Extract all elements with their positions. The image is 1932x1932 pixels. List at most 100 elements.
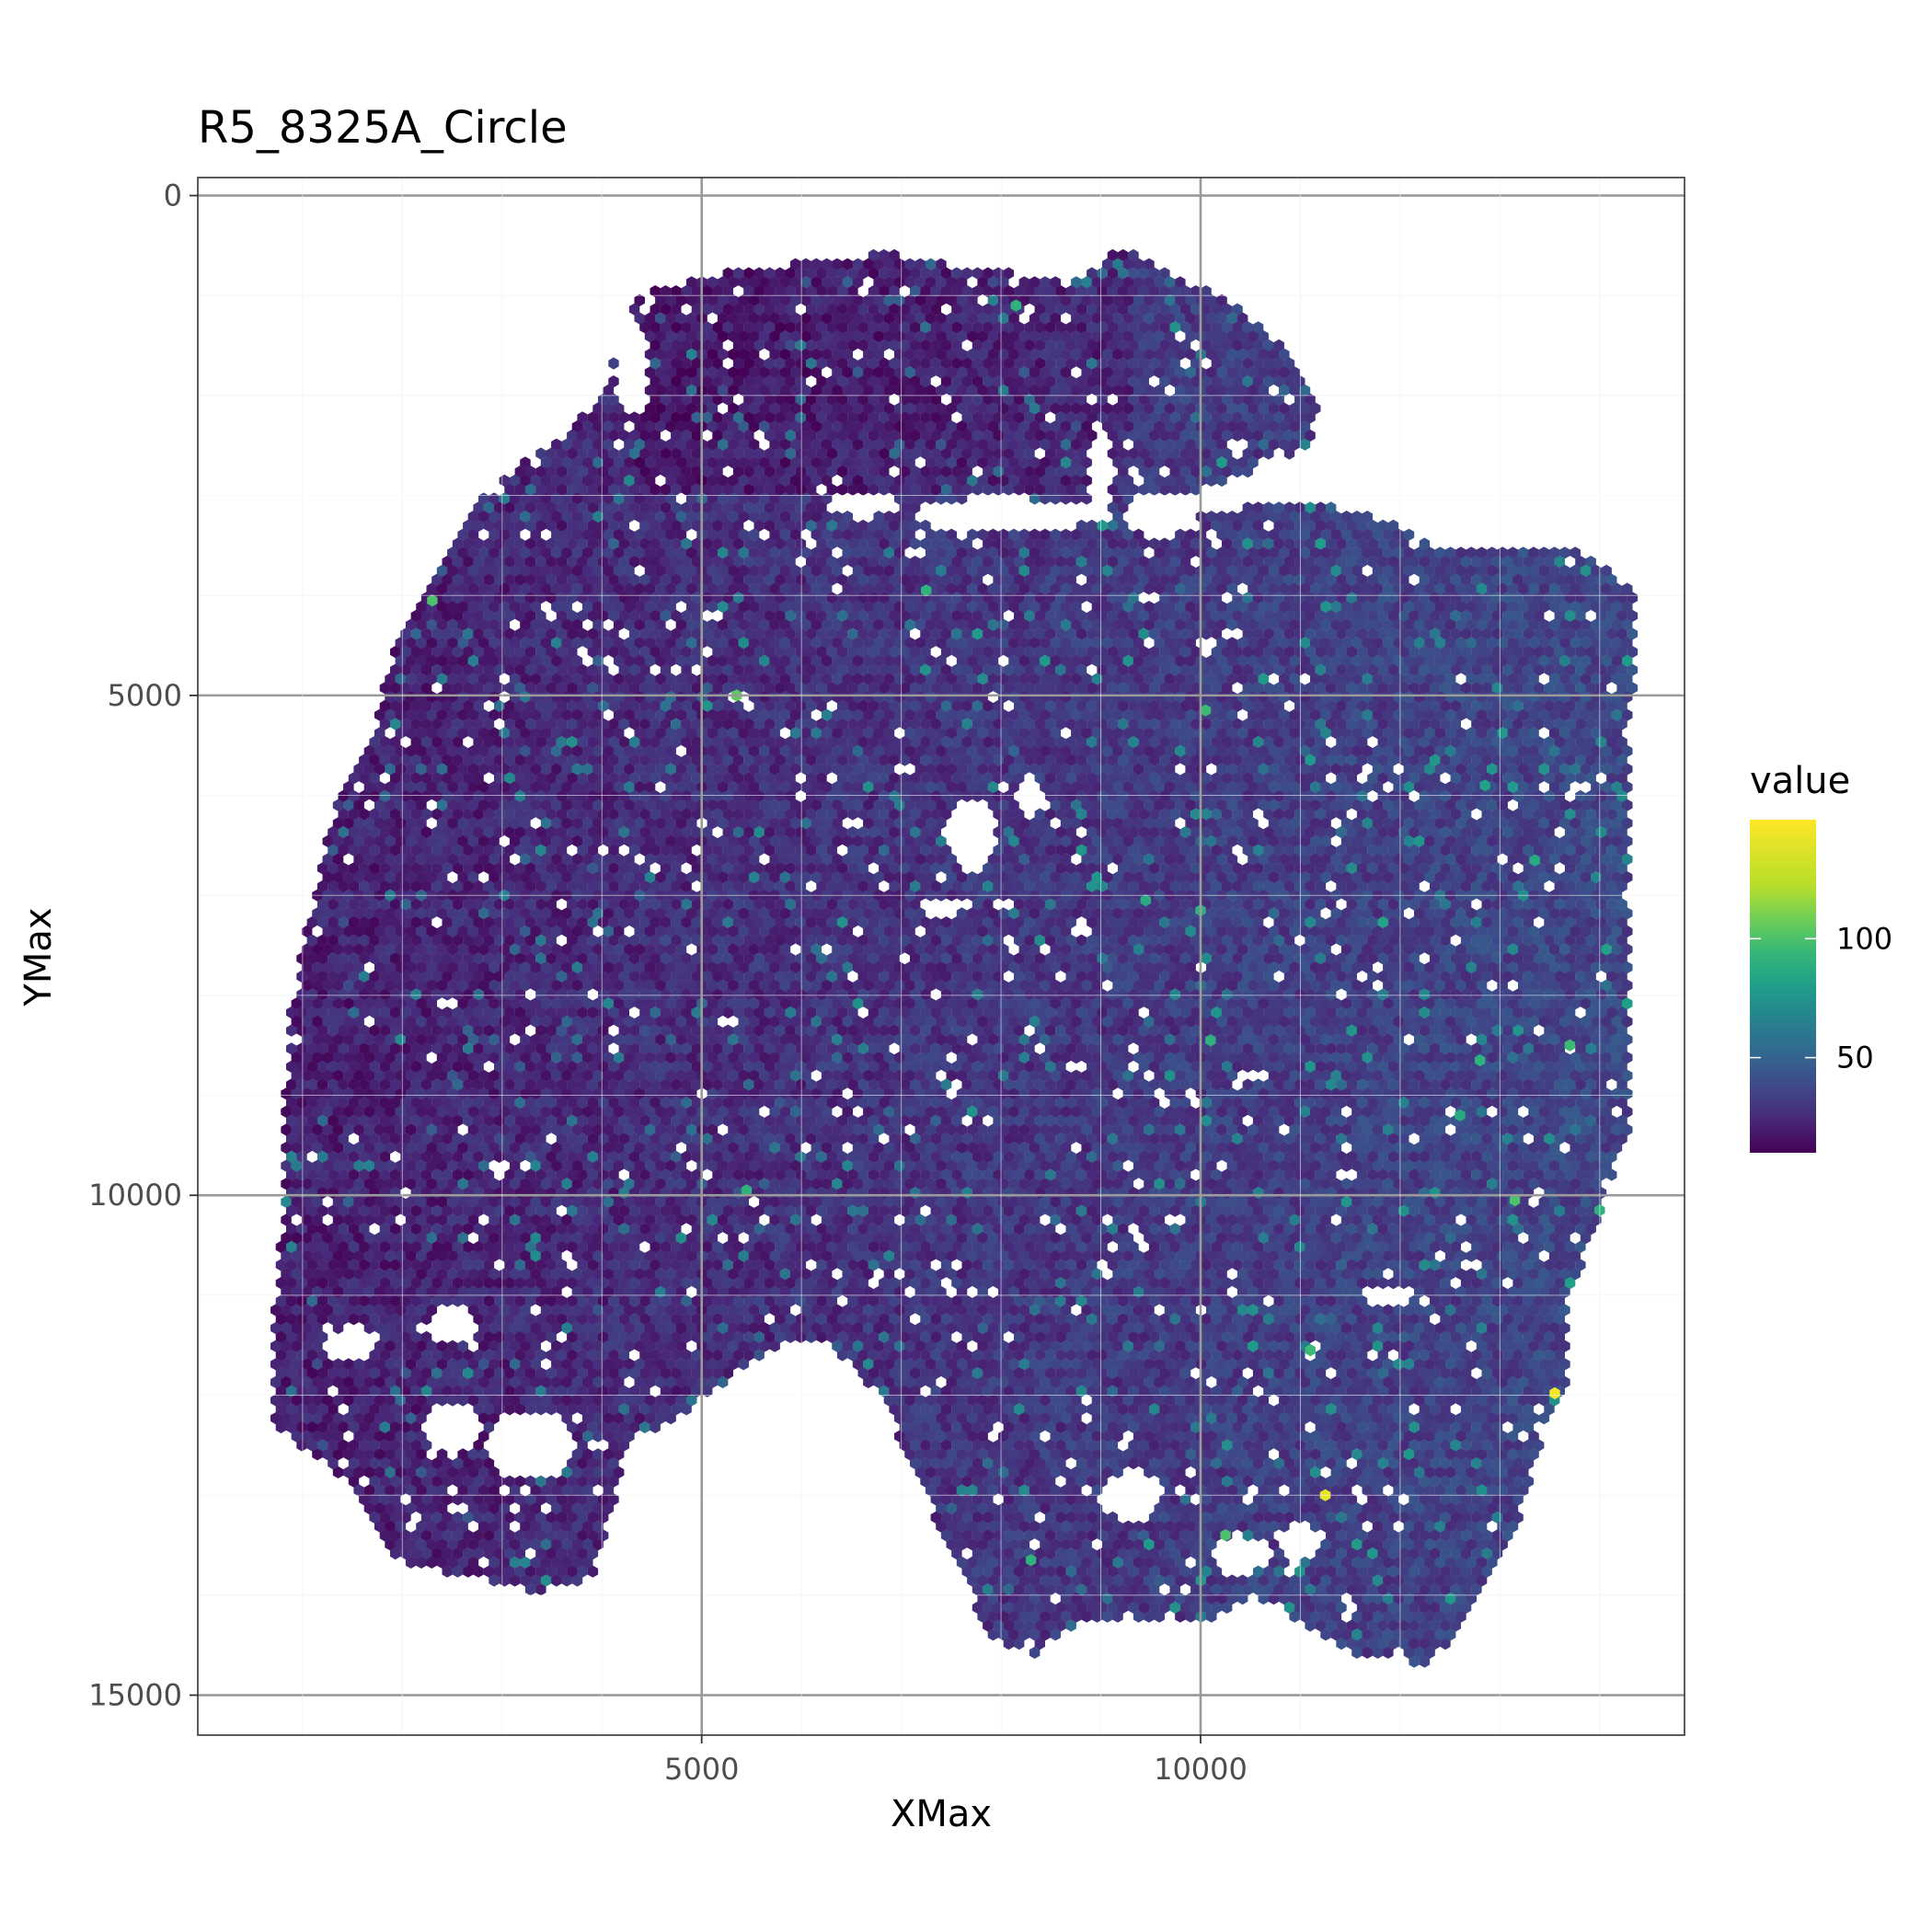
hex-cell	[1071, 330, 1082, 343]
hex-cell	[1040, 276, 1051, 289]
hex-cell	[961, 267, 972, 280]
hex-cell	[722, 321, 733, 334]
hex-cell	[665, 330, 676, 343]
hex-cell	[769, 293, 780, 306]
hex-cell	[1112, 293, 1123, 306]
hex-cell	[1075, 285, 1087, 298]
hex-cell	[691, 303, 703, 316]
hex-cell	[671, 357, 682, 370]
hex-cell	[1091, 312, 1103, 325]
hex-cell	[930, 303, 941, 316]
hex-cell	[1154, 330, 1165, 343]
hex-cell	[707, 276, 719, 289]
hex-cell	[863, 348, 874, 361]
hex-cell	[1075, 303, 1087, 316]
hex-cell	[675, 312, 687, 325]
hex-cell	[1071, 312, 1082, 325]
hex-cell	[1107, 285, 1119, 298]
hex-cell	[1107, 248, 1119, 261]
hex-cell	[800, 312, 811, 325]
hex-cell	[868, 303, 880, 316]
hex-cell	[836, 303, 848, 316]
hex-cell	[660, 285, 672, 298]
hex-cell	[769, 348, 780, 361]
hex-cell	[936, 276, 947, 289]
hex-cell	[899, 267, 911, 280]
hex-cell	[983, 267, 994, 280]
hex-cell	[1236, 312, 1248, 325]
hex-cell	[1055, 321, 1066, 334]
hex-cell	[868, 339, 880, 351]
hex-cell	[1128, 285, 1139, 298]
hex-cell	[1014, 321, 1025, 334]
hex-cell	[1159, 357, 1170, 370]
hex-cell	[920, 339, 931, 351]
hex-cell	[1065, 303, 1076, 316]
hex-cell	[639, 321, 650, 334]
hex-cell	[1179, 303, 1191, 316]
hex-cell	[691, 285, 703, 298]
hex-cell	[873, 330, 884, 343]
hex-cell	[1034, 285, 1045, 298]
hex-cell	[1175, 312, 1186, 325]
hex-cell	[775, 303, 786, 316]
hex-cell	[925, 312, 937, 325]
hex-cell	[857, 267, 868, 280]
hex-cell	[1133, 348, 1144, 361]
hex-cell	[1242, 357, 1253, 370]
hex-cell	[1201, 303, 1212, 316]
hex-cell	[894, 312, 905, 325]
hex-cell	[1112, 258, 1123, 270]
hex-cell	[868, 357, 880, 370]
hex-cell	[732, 321, 744, 334]
hex-cell	[894, 348, 905, 361]
hex-cell	[1185, 330, 1196, 343]
hex-cell	[811, 330, 822, 343]
hex-cell	[1112, 276, 1123, 289]
hex-cell	[775, 321, 786, 334]
hex-cell	[925, 293, 937, 306]
hex-cell	[1133, 293, 1144, 306]
hex-cell	[644, 366, 656, 379]
hex-cell	[816, 303, 827, 316]
hex-cell	[764, 303, 776, 316]
hex-cell	[904, 312, 915, 325]
hex-cell	[1222, 339, 1233, 351]
hex-cell	[863, 293, 874, 306]
hex-cell	[1003, 321, 1015, 334]
hex-cell	[1024, 357, 1035, 370]
hex-cell	[816, 357, 827, 370]
hex-cell	[1097, 339, 1108, 351]
hex-cell	[956, 293, 968, 306]
hex-cell	[1034, 357, 1045, 370]
hex-cell	[1107, 357, 1119, 370]
hex-cell	[795, 321, 807, 334]
hex-cell	[738, 330, 749, 343]
hex-cell	[1122, 276, 1134, 289]
hex-cell	[702, 339, 713, 351]
hex-cell	[1252, 357, 1264, 370]
hex-cell	[873, 258, 884, 270]
hex-cell	[1133, 312, 1144, 325]
hex-cell	[956, 330, 968, 343]
hex-cell	[889, 303, 900, 316]
hex-cell	[1154, 312, 1165, 325]
hex-cell	[821, 312, 833, 325]
hex-cell	[832, 330, 843, 343]
hex-cell	[983, 285, 994, 298]
hex-cell	[883, 276, 895, 289]
hex-cell	[1003, 285, 1015, 298]
hex-cell	[889, 339, 900, 351]
hex-cell	[1018, 330, 1030, 343]
hex-cell	[1071, 348, 1082, 361]
hex-cell	[836, 357, 848, 370]
hex-cell	[946, 348, 957, 361]
hex-cell	[967, 312, 978, 325]
hex-cell	[826, 339, 837, 351]
hex-cell	[1118, 303, 1129, 316]
hex-cell	[1164, 330, 1176, 343]
hex-cell	[655, 348, 666, 361]
hex-cell	[883, 293, 895, 306]
hex-cell	[1128, 267, 1139, 280]
hex-cell	[1226, 330, 1238, 343]
